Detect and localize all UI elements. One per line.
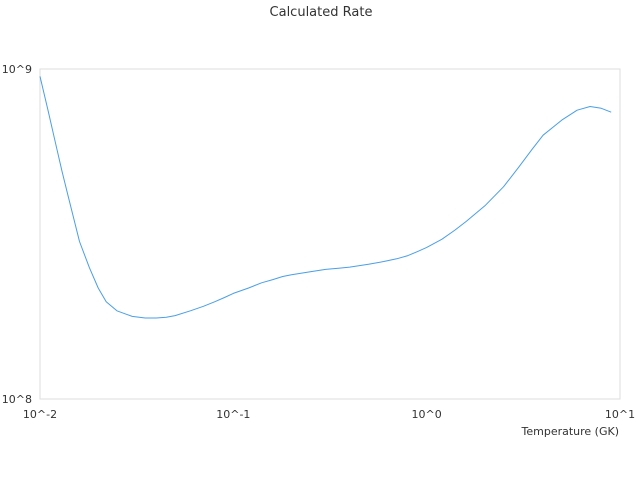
x-tick-label: 10^0 bbox=[412, 408, 442, 421]
x-axis-label: Temperature (GK) bbox=[521, 425, 620, 438]
chart-title: Calculated Rate bbox=[270, 5, 373, 20]
x-axis-ticks: 10^-2 10^-1 10^0 10^1 bbox=[23, 408, 635, 421]
plot-area-frame bbox=[39, 68, 621, 400]
x-tick-label: 10^-1 bbox=[216, 408, 250, 421]
y-tick-label: 10^9 bbox=[2, 63, 32, 76]
y-axis-ticks: 10^8 10^9 bbox=[2, 63, 32, 406]
series-layer bbox=[39, 76, 612, 319]
y-tick-label: 10^8 bbox=[2, 393, 32, 406]
rate-series-line bbox=[39, 76, 612, 319]
x-tick-label: 10^-2 bbox=[23, 408, 57, 421]
x-tick-label: 10^1 bbox=[605, 408, 635, 421]
